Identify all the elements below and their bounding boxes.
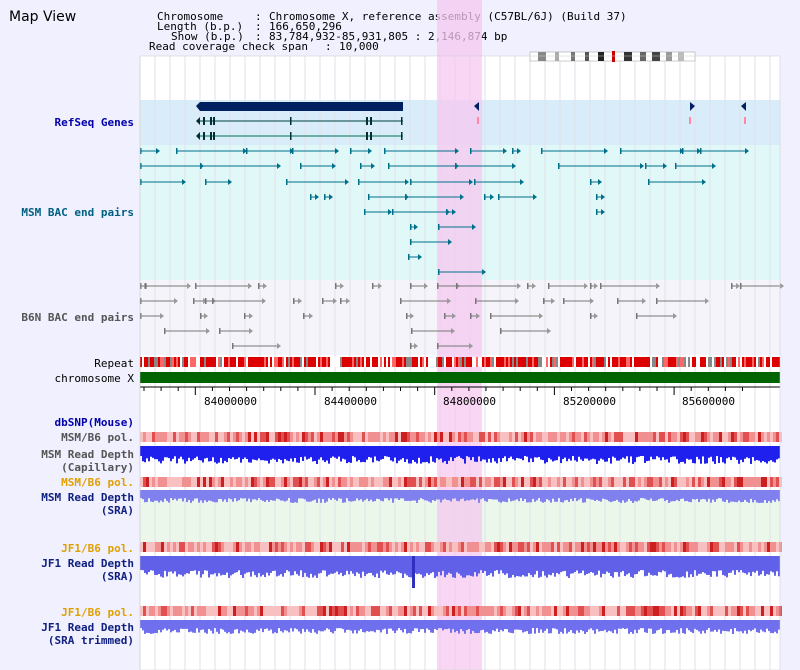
track-label-jf1-b6-pol-trimmed[interactable]: JF1/B6 pol. — [61, 606, 134, 619]
axis-tick-label: 84800000 — [443, 395, 496, 408]
plot-border — [139, 55, 781, 670]
chromosome-bar[interactable] — [140, 372, 780, 383]
polymorphism-tracks[interactable] — [140, 432, 782, 616]
position-axis — [140, 386, 780, 395]
chromosome-key: Chromosome — [157, 10, 224, 23]
info-colon: : — [325, 40, 332, 53]
track-label-jf1-read-depth-trimmed[interactable]: JF1 Read Depth (SRA trimmed) — [41, 621, 134, 647]
track-label-jf1-b6-pol-sra[interactable]: JF1/B6 pol. — [61, 542, 134, 555]
b6n-bac-end-pairs[interactable] — [140, 283, 784, 349]
axis-tick-label: 85600000 — [682, 395, 735, 408]
length-value: 166,650,296 — [269, 20, 342, 33]
track-label-msm-b6-pol-capillary[interactable]: MSM/B6 pol. — [61, 431, 134, 444]
msm-bac-end-pairs[interactable] — [140, 148, 749, 275]
show-key: Show (b.p.) — [171, 30, 244, 43]
track-label-chromosome[interactable]: chromosome X — [54, 372, 134, 385]
track-label-refseq[interactable]: RefSeq Genes — [54, 116, 134, 129]
track-label-jf1-read-depth-sra[interactable]: JF1 Read Depth (SRA) — [41, 557, 134, 583]
axis-tick-label: 85200000 — [563, 395, 616, 408]
axis-tick-label: 84400000 — [324, 395, 377, 408]
coverage-key: Read coverage check span — [149, 40, 308, 53]
length-key: Length (b.p.) — [157, 20, 244, 33]
track-label-msm-bac[interactable]: MSM BAC end pairs — [21, 206, 134, 219]
read-depth-tracks[interactable] — [140, 446, 780, 634]
info-colon: : — [255, 30, 262, 43]
refseq-gene-models[interactable] — [196, 102, 746, 140]
track-label-b6n-bac[interactable]: B6N BAC end pairs — [21, 311, 134, 324]
track-label-repeat[interactable]: Repeat — [94, 357, 134, 370]
track-label-dbsnp[interactable]: dbSNP(Mouse) — [54, 416, 134, 429]
coverage-value: 10,000 — [339, 40, 379, 53]
info-colon: : — [255, 20, 262, 33]
map-view-title: Map View — [9, 9, 77, 25]
info-colon: : — [255, 10, 262, 23]
chromosome-ideogram[interactable] — [529, 51, 696, 62]
track-label-msm-b6-pol-sra[interactable]: MSM/B6 pol. — [61, 476, 134, 489]
axis-tick-label: 84000000 — [204, 395, 257, 408]
repeat-track[interactable] — [140, 357, 780, 367]
track-label-msm-read-depth-sra[interactable]: MSM Read Depth (SRA) — [41, 491, 134, 517]
track-label-msm-read-depth-capillary[interactable]: MSM Read Depth (Capillary) — [41, 448, 134, 474]
